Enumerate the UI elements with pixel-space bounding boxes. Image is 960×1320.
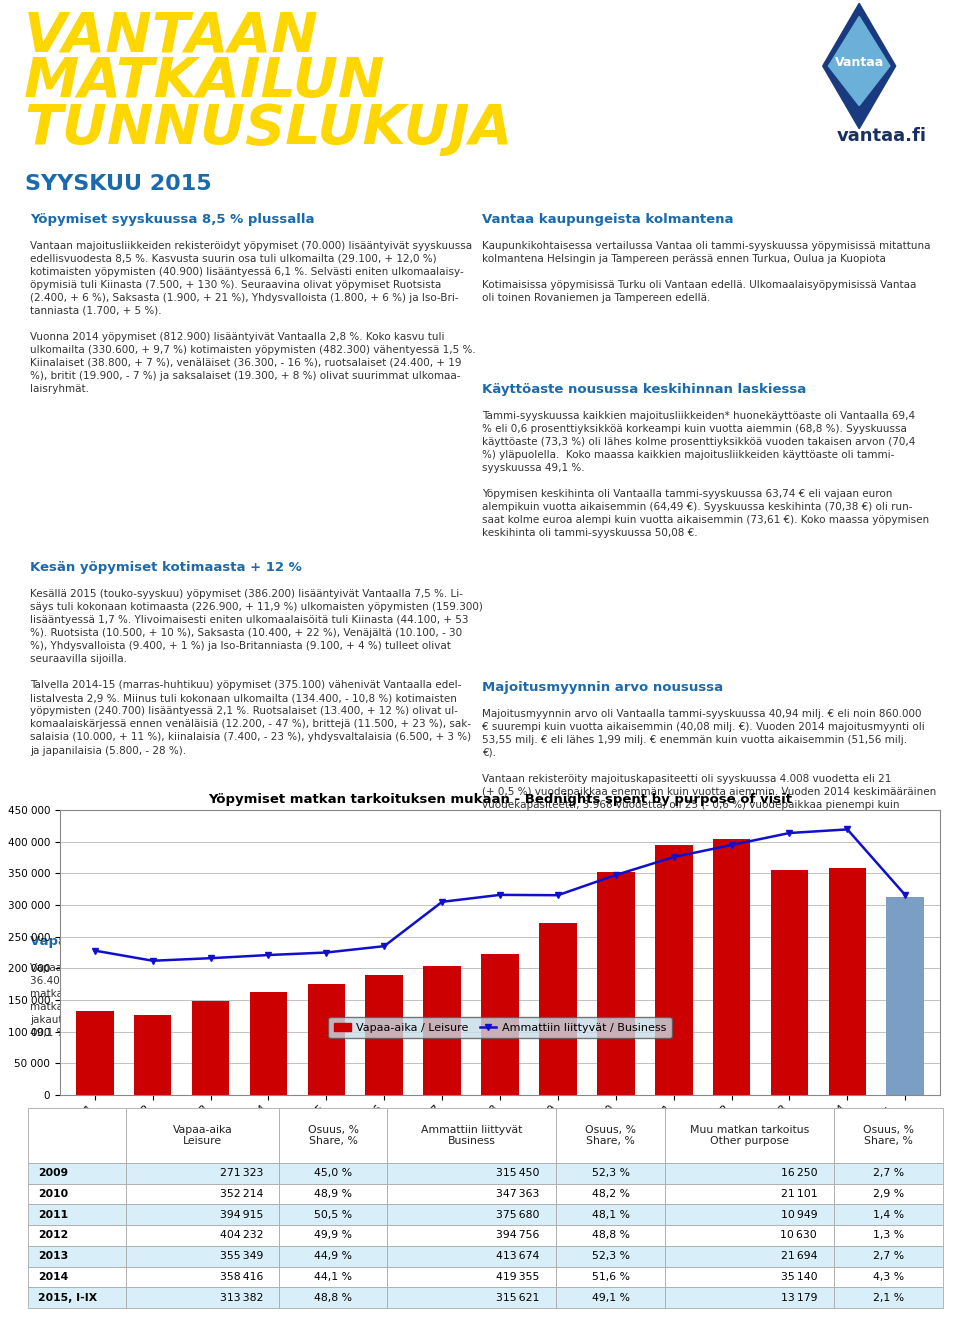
Text: Kaupunkikohtaisessa vertailussa Vantaa oli tammi-syyskuussa yöpymisissä mitattun: Kaupunkikohtaisessa vertailussa Vantaa o… bbox=[483, 240, 931, 302]
Bar bbox=[133, 1015, 172, 1096]
Bar bbox=[828, 869, 866, 1096]
Text: TUNNUSLUKUJA: TUNNUSLUKUJA bbox=[24, 102, 513, 156]
Text: SYYSKUU 2015: SYYSKUU 2015 bbox=[25, 174, 211, 194]
Text: Käyttöaste nousussa keskihinnan laskiessa: Käyttöaste nousussa keskihinnan laskiess… bbox=[483, 383, 806, 396]
Legend: Vapaa-aika / Leisure, Ammattiin liittyvät / Business: Vapaa-aika / Leisure, Ammattiin liittyvä… bbox=[328, 1016, 672, 1038]
Text: Majoitusmyynnin arvo nousussa: Majoitusmyynnin arvo nousussa bbox=[483, 681, 724, 694]
Bar bbox=[307, 985, 346, 1096]
Text: Kesällä 2015 (touko-syyskuu) yöpymiset (386.200) lisääntyivät Vantaalla 7,5 %. L: Kesällä 2015 (touko-syyskuu) yöpymiset (… bbox=[30, 589, 483, 755]
Bar bbox=[423, 966, 461, 1096]
Bar bbox=[76, 1011, 113, 1096]
Bar bbox=[250, 991, 287, 1096]
Text: Vantaa: Vantaa bbox=[834, 57, 884, 69]
Text: * sis. majoitusliikkeet (hotellit, retkeilymajat, lomakylät, leirintäalueet yms.: * sis. majoitusliikkeet (hotellit, retke… bbox=[483, 956, 904, 977]
Text: Majoitusmyynnin arvo oli Vantaalla tammi-syyskuussa 40,94 milj. € eli noin 860.0: Majoitusmyynnin arvo oli Vantaalla tammi… bbox=[483, 709, 937, 824]
Bar bbox=[481, 954, 518, 1096]
Title: Yöpymiset matkan tarkoituksen mukaan - Bednights spent by purpose of visit: Yöpymiset matkan tarkoituksen mukaan - B… bbox=[208, 793, 792, 807]
Text: Vapaa-ajan matkailijoiden yöpymiset lisääntyivät Vantaalla tammi-syyskuussa
36.4: Vapaa-ajan matkailijoiden yöpymiset lisä… bbox=[30, 964, 468, 1039]
Bar bbox=[712, 840, 751, 1096]
Polygon shape bbox=[823, 3, 896, 129]
Text: VANTAAN: VANTAAN bbox=[24, 9, 319, 63]
Text: Yöpymiset syyskuussa 8,5 % plussalla: Yöpymiset syyskuussa 8,5 % plussalla bbox=[30, 213, 315, 226]
Text: vantaa.fi: vantaa.fi bbox=[836, 127, 926, 145]
Bar bbox=[192, 1001, 229, 1096]
Text: Vantaa kaupungeista kolmantena: Vantaa kaupungeista kolmantena bbox=[483, 213, 734, 226]
Text: Kesän yöpymiset kotimaasta + 12 %: Kesän yöpymiset kotimaasta + 12 % bbox=[30, 561, 301, 574]
Bar bbox=[655, 845, 692, 1096]
Text: Vantaan majoitusliikkeiden rekisteröidyt yöpymiset (70.000) lisääntyivät syyskuu: Vantaan majoitusliikkeiden rekisteröidyt… bbox=[30, 240, 476, 393]
Polygon shape bbox=[828, 16, 890, 106]
Text: Vapaa-ajan matkailu kotimaasta kasvussa: Vapaa-ajan matkailu kotimaasta kasvussa bbox=[30, 936, 346, 948]
Bar bbox=[540, 923, 577, 1096]
Bar bbox=[886, 896, 924, 1096]
Bar bbox=[597, 873, 635, 1096]
Bar bbox=[366, 974, 403, 1096]
Text: MATKAILUN: MATKAILUN bbox=[24, 55, 386, 110]
Bar bbox=[771, 870, 808, 1096]
Text: Tammi-syyskuussa kaikkien majoitusliikkeiden* huonekäyttöaste oli Vantaalla 69,4: Tammi-syyskuussa kaikkien majoitusliikke… bbox=[483, 411, 929, 539]
